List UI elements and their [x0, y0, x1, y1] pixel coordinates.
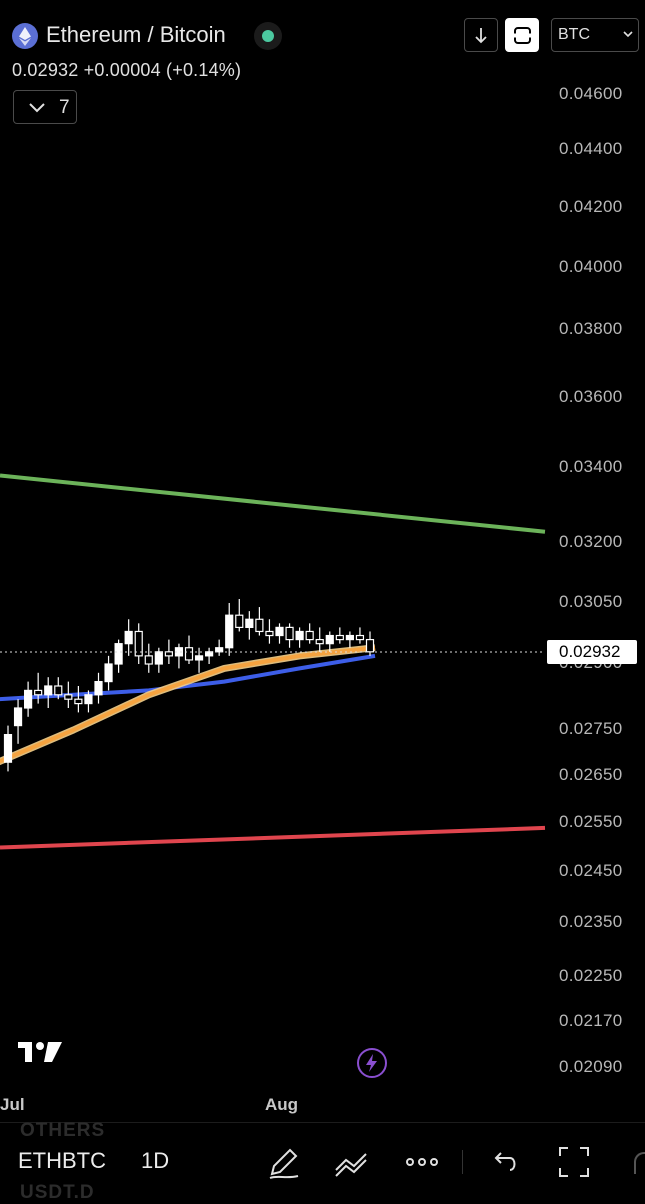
currency-select[interactable]: BTC — [551, 18, 639, 52]
watchlist-ghost-item[interactable]: USDT.D — [20, 1182, 95, 1203]
auto-fit-button[interactable] — [505, 18, 539, 52]
chevron-down-icon — [29, 103, 45, 113]
candle-body — [285, 626, 294, 641]
watchlist-ghost-item[interactable]: OTHERS — [20, 1120, 106, 1141]
candle-body — [134, 630, 143, 657]
price-axis-label: 0.02550 — [559, 812, 623, 831]
more-options-icon[interactable] — [402, 1142, 442, 1182]
price-axis-label: 0.04600 — [559, 84, 623, 103]
candle-body — [24, 689, 33, 709]
candle-body — [13, 707, 23, 727]
trendline-tool-icon[interactable] — [332, 1142, 372, 1182]
price-axis-label: 0.03800 — [559, 319, 623, 338]
candle-body — [245, 618, 254, 628]
candle-body — [365, 638, 375, 653]
price-axis-label: 0.02090 — [559, 1057, 623, 1076]
interval-button[interactable]: 1D — [141, 1148, 170, 1173]
drawing-pen-icon[interactable] — [264, 1142, 304, 1182]
candle-body — [325, 634, 334, 645]
last-price-tag: 0.02932 — [547, 640, 637, 664]
candle-body — [154, 651, 163, 665]
candle-body — [34, 689, 43, 696]
moving-average-2 — [0, 645, 376, 764]
price-axis-label: 0.03200 — [559, 532, 623, 551]
price-axis-label: 0.02170 — [559, 1011, 623, 1030]
live-dot — [262, 30, 274, 42]
candle-body — [104, 663, 113, 683]
candle-body — [295, 630, 304, 641]
scroll-to-latest-button[interactable] — [464, 18, 498, 52]
candle-body — [305, 630, 314, 641]
price-axis-label: 0.04000 — [559, 257, 623, 276]
candle-body — [225, 614, 234, 649]
bottom-toolbar — [0, 1122, 645, 1201]
partial-toolbar-icon[interactable] — [634, 1152, 645, 1174]
price-axis-label: 0.04400 — [559, 139, 623, 158]
candle-body — [205, 651, 214, 657]
price-axis-label: 0.02750 — [559, 719, 623, 738]
candle-body — [315, 638, 324, 645]
auto-scale-icon — [512, 27, 533, 44]
price-axis-label: 0.02450 — [559, 861, 623, 880]
indicator-count: 7 — [59, 97, 70, 118]
candle-body — [355, 634, 365, 641]
candle-body — [74, 698, 83, 705]
candle-body — [84, 694, 93, 705]
market-status-icon[interactable] — [254, 22, 282, 50]
price-axis-label: 0.02250 — [559, 966, 623, 985]
price-axis-label: 0.04200 — [559, 197, 623, 216]
candle-body — [124, 630, 133, 645]
ethereum-icon — [12, 23, 38, 49]
moving-average-1 — [0, 653, 376, 702]
tradingview-logo-icon — [18, 1040, 64, 1069]
price-axis-label: 0.03050 — [559, 592, 623, 611]
candle-body — [114, 643, 123, 665]
candle-body — [3, 733, 13, 763]
candle-body — [54, 685, 63, 696]
last-price-value: 0.02932 — [559, 642, 621, 661]
candle-body — [164, 651, 173, 657]
price-axis-label: 0.03400 — [559, 457, 623, 476]
candle-body — [345, 634, 354, 641]
price-axis-label: 0.02350 — [559, 912, 623, 931]
candle-body — [265, 630, 274, 637]
trendline-2 — [0, 825, 546, 850]
undo-icon[interactable] — [484, 1142, 524, 1182]
price-axis-label: 0.03600 — [559, 387, 623, 406]
indicators-toggle-button[interactable]: 7 — [13, 90, 77, 124]
toolbar-divider — [462, 1150, 463, 1174]
candle-body — [44, 685, 53, 696]
candle-body — [94, 680, 103, 696]
candle-body — [64, 694, 73, 700]
symbol-button[interactable]: ETHBTC — [18, 1148, 106, 1173]
symbol-title[interactable]: Ethereum / Bitcoin — [46, 22, 226, 47]
x-axis-label-jul: Jul — [0, 1095, 25, 1114]
candle-body — [194, 655, 204, 661]
candle-body — [275, 626, 284, 637]
candle-body — [184, 647, 194, 661]
x-axis-label-aug: Aug — [265, 1095, 299, 1114]
candle-body — [235, 614, 244, 629]
trendline-1 — [0, 473, 546, 534]
candle-body — [144, 655, 153, 665]
fullscreen-icon[interactable] — [554, 1142, 594, 1182]
candle-body — [215, 647, 224, 653]
currency-value: BTC — [558, 26, 590, 43]
arrow-down-icon — [475, 28, 487, 44]
candle-body — [335, 634, 344, 641]
price-change: 0.02932 +0.00004 (+0.14%) — [12, 60, 242, 80]
chevron-down-icon — [623, 31, 633, 38]
candle-body — [255, 618, 264, 633]
lightning-icon[interactable] — [357, 1048, 387, 1078]
chart-plot-area[interactable] — [0, 0, 645, 1100]
price-axis-label: 0.02650 — [559, 765, 623, 784]
